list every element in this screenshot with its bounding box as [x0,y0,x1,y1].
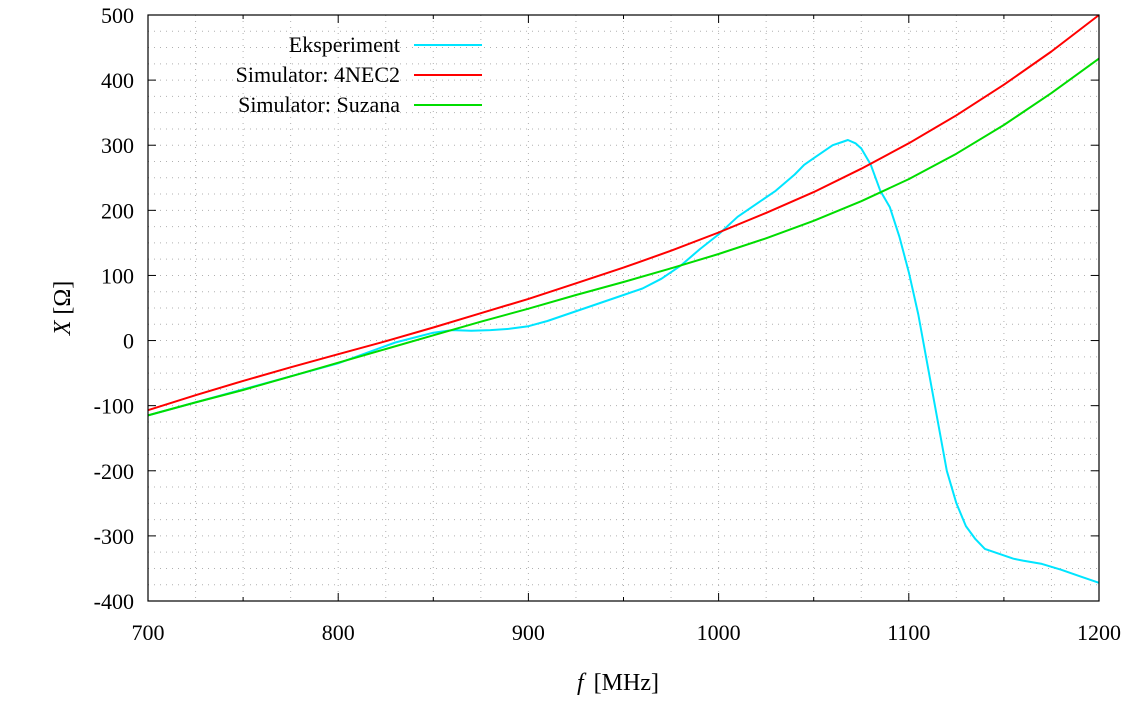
y-tick-label: -400 [94,589,134,614]
y-tick-label: 400 [101,68,134,93]
y-axis-label: X [Ω] [50,281,76,337]
x-axis-unit: [MHz] [594,670,659,696]
y-tick-label: 300 [101,133,134,158]
x-tick-label: 1200 [1077,620,1121,645]
y-axis-variable: X [50,319,76,336]
legend-label: Eksperiment [289,32,400,57]
legend-label: Simulator: 4NEC2 [236,62,400,87]
x-axis-variable: f [577,670,587,696]
series-line-2 [147,14,1100,412]
series-line-3 [147,57,1100,417]
y-tick-label: -300 [94,524,134,549]
x-tick-label: 1000 [697,620,741,645]
x-tick-label: 800 [322,620,355,645]
x-tick-label: 700 [132,620,165,645]
y-tick-label: -100 [94,394,134,419]
y-tick-label: 500 [101,3,134,28]
x-tick-labels: 700 800 900 1000 1100 1200 [132,620,1122,645]
x-tick-label: 900 [512,620,545,645]
series-line-1 [147,139,1100,584]
tick-layer [147,14,1100,602]
y-tick-label: 200 [101,198,134,223]
legend-label: Simulator: Suzana [238,92,400,117]
y-axis-unit: [Ω] [50,281,76,315]
series-layer [147,14,1100,584]
y-tick-label: 100 [101,263,134,288]
y-tick-label: 0 [123,329,134,354]
grid-layer [148,15,1099,601]
y-tick-label: -200 [94,459,134,484]
legend: Eksperiment Simulator: 4NEC2 Simulator: Su… [236,32,482,117]
y-tick-labels: -400 -300 -200 -100 0 100 200 300 400 500 [94,3,134,614]
x-axis-label: f [MHz] [577,670,659,696]
x-tick-label: 1100 [887,620,930,645]
